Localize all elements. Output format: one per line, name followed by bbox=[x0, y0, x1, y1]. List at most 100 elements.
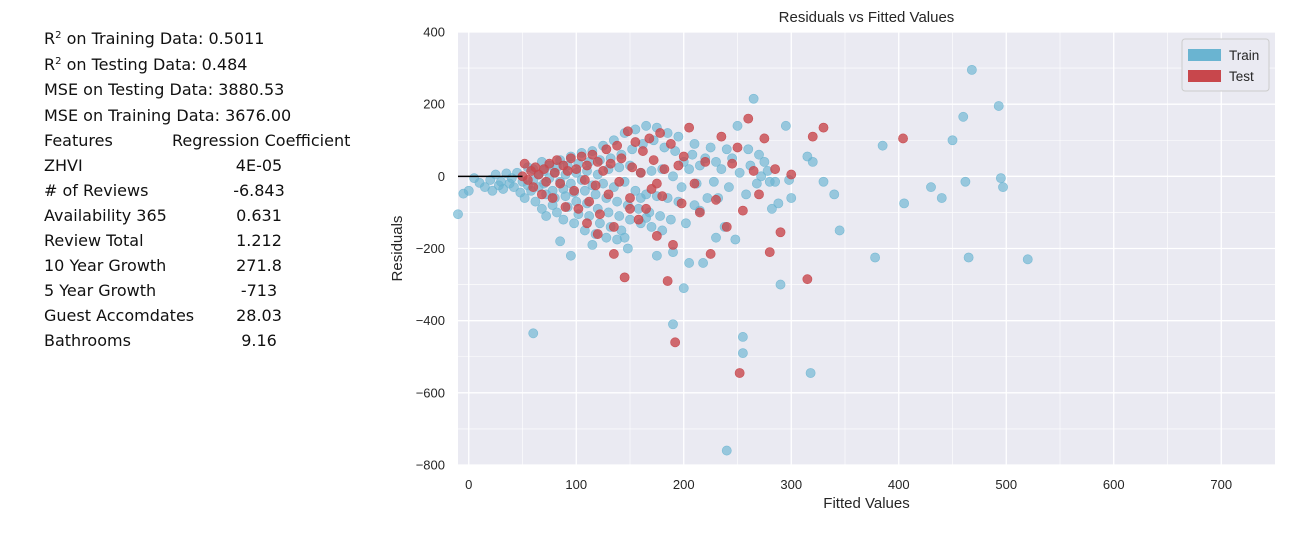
test-point bbox=[536, 189, 547, 200]
train-point bbox=[655, 211, 665, 221]
train-point bbox=[614, 211, 625, 221]
test-point bbox=[582, 218, 592, 229]
test-point bbox=[818, 122, 829, 133]
train-point bbox=[711, 156, 721, 167]
x-tick-label: 600 bbox=[1103, 477, 1125, 492]
x-tick-label: 300 bbox=[780, 477, 802, 492]
coefficient-feature: Bathrooms bbox=[44, 331, 131, 350]
train-point bbox=[995, 173, 1006, 184]
train-point bbox=[646, 221, 657, 232]
train-point bbox=[698, 258, 708, 268]
test-point bbox=[635, 167, 646, 178]
test-point bbox=[616, 153, 627, 164]
train-point bbox=[689, 138, 700, 149]
train-point bbox=[870, 252, 880, 263]
test-point bbox=[555, 178, 566, 189]
train-point bbox=[453, 209, 463, 220]
coefficient-table: ZHVI 4E-05 # of Reviews -6.843 Availability … bbox=[44, 153, 384, 353]
train-point bbox=[748, 93, 759, 104]
coefficient-row: 5 Year Growth -713 bbox=[44, 278, 384, 303]
test-point bbox=[612, 140, 622, 151]
header-features: Features bbox=[44, 131, 113, 150]
test-point bbox=[601, 144, 612, 155]
test-point bbox=[716, 131, 727, 142]
test-point bbox=[754, 189, 764, 200]
mse-training: MSE on Training Data: 3676.00 bbox=[44, 105, 292, 125]
test-point bbox=[608, 221, 619, 232]
train-point bbox=[670, 146, 681, 156]
test-point bbox=[648, 155, 659, 165]
train-point bbox=[635, 193, 646, 203]
test-point bbox=[522, 175, 533, 185]
train-point bbox=[770, 176, 781, 187]
train-point bbox=[498, 184, 509, 194]
coefficient-value: 9.16 bbox=[241, 331, 277, 350]
r2-train-superscript: 2 bbox=[55, 30, 62, 41]
legend-label: Train bbox=[1229, 48, 1259, 63]
coefficient-value: 0.631 bbox=[236, 206, 282, 225]
chart-title: Residuals vs Fitted Values bbox=[779, 9, 955, 26]
test-point bbox=[673, 160, 684, 171]
test-point bbox=[625, 193, 635, 203]
train-point bbox=[519, 193, 530, 203]
r2-train-text: on Training Data: 0.5011 bbox=[61, 29, 265, 48]
coefficient-value: 4E-05 bbox=[235, 156, 283, 175]
train-point bbox=[743, 144, 754, 155]
x-tick-labels: 0 100 200 300 400 500 600 700 bbox=[465, 477, 1232, 492]
coefficient-header: Features Regression Coefficient bbox=[44, 128, 384, 153]
r2-testing: R2 on Testing Data: 0.484 bbox=[44, 52, 384, 78]
coefficient-row: # of Reviews -6.843 bbox=[44, 178, 384, 203]
train-point bbox=[487, 185, 498, 196]
train-point bbox=[590, 189, 601, 200]
train-point bbox=[646, 166, 657, 176]
test-point bbox=[737, 205, 748, 216]
test-point bbox=[662, 276, 673, 286]
train-point bbox=[721, 445, 732, 456]
train-point bbox=[899, 198, 910, 209]
train-point bbox=[614, 162, 625, 173]
coefficient-feature: Availability 365 bbox=[44, 206, 167, 225]
train-point bbox=[780, 120, 791, 131]
test-point bbox=[569, 185, 579, 196]
test-point bbox=[670, 337, 681, 348]
y-tick-labels: 400 200 0 −200 −400 −600 −800 bbox=[416, 25, 445, 473]
train-point bbox=[619, 232, 630, 243]
test-point bbox=[655, 128, 665, 138]
x-tick-label: 100 bbox=[565, 477, 587, 492]
train-point bbox=[947, 135, 958, 146]
test-point bbox=[641, 203, 652, 214]
x-tick-label: 200 bbox=[673, 477, 695, 492]
test-point bbox=[676, 198, 687, 209]
train-point bbox=[751, 178, 762, 189]
train-point bbox=[966, 64, 977, 75]
test-point bbox=[694, 207, 705, 218]
train-point bbox=[530, 196, 541, 207]
train-point bbox=[767, 203, 777, 214]
train-point bbox=[737, 332, 748, 342]
y-tick-label: 200 bbox=[423, 97, 445, 112]
test-point bbox=[705, 249, 716, 259]
r2-test-superscript: 2 bbox=[55, 55, 62, 67]
train-point bbox=[687, 149, 698, 160]
stats-panel: R2 on Training Data: 0.5011 R2 on Testin… bbox=[44, 26, 384, 353]
train-point bbox=[673, 131, 684, 142]
test-point bbox=[614, 176, 625, 187]
coefficient-value: 1.212 bbox=[236, 231, 282, 250]
train-point bbox=[509, 182, 519, 193]
test-point bbox=[619, 272, 630, 283]
train-point bbox=[668, 171, 678, 182]
train-point bbox=[541, 211, 552, 221]
train-point bbox=[587, 239, 598, 250]
x-tick-label: 500 bbox=[995, 477, 1017, 492]
test-point bbox=[651, 230, 662, 241]
train-point bbox=[595, 218, 605, 229]
coefficient-feature: Review Total bbox=[44, 231, 144, 250]
coefficient-feature: Guest Accomdates bbox=[44, 306, 195, 325]
coefficient-value: -6.843 bbox=[233, 181, 285, 200]
r2-training: R2 on Training Data: 0.5011 bbox=[44, 26, 384, 52]
train-point bbox=[877, 140, 888, 151]
train-point bbox=[569, 218, 579, 229]
mse-testing: MSE on Testing Data: 3880.53 bbox=[44, 80, 285, 99]
test-point bbox=[734, 368, 745, 378]
test-point bbox=[732, 142, 743, 153]
